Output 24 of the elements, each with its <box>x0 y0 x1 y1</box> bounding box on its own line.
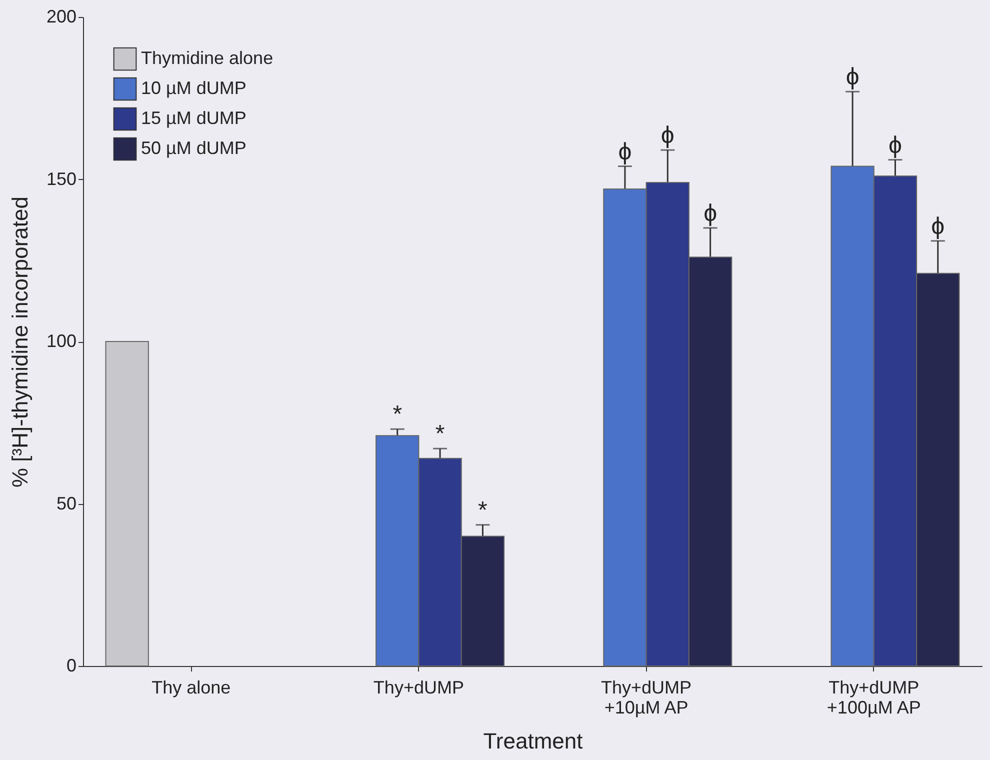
legend-label: 10 µM dUMP <box>141 78 246 98</box>
legend-label: 50 µM dUMP <box>141 138 246 158</box>
data-label: ϕ <box>660 122 674 150</box>
data-label: ϕ <box>888 132 902 159</box>
data-label: ϕ <box>931 212 945 240</box>
data-label: * <box>392 401 402 428</box>
y-axis-title: % [³H]-thymidine incorporated <box>7 196 32 488</box>
legend-label: 15 µM dUMP <box>141 108 246 128</box>
x-tick-label: Thy+dUMP +100µM AP <box>826 678 921 718</box>
y-tick-label: 200 <box>46 6 76 26</box>
x-tick-label: Thy+dUMP +10µM AP <box>601 678 692 718</box>
x-tick-label: Thy+dUMP <box>373 678 464 698</box>
data-label: ϕ <box>846 64 860 91</box>
data-label: * <box>478 496 488 524</box>
data-label: ϕ <box>704 200 718 227</box>
y-tick-label: 50 <box>56 493 76 514</box>
data-label: ϕ <box>618 138 632 166</box>
legend-label: Thymidine alone <box>141 48 274 68</box>
x-axis-title: Treatment <box>483 728 583 754</box>
y-tick-label: 100 <box>46 331 76 351</box>
y-tick-label: 150 <box>46 168 76 189</box>
data-label: * <box>435 420 445 448</box>
x-tick-label: Thy alone <box>152 678 231 698</box>
y-tick-label: 0 <box>66 656 76 676</box>
